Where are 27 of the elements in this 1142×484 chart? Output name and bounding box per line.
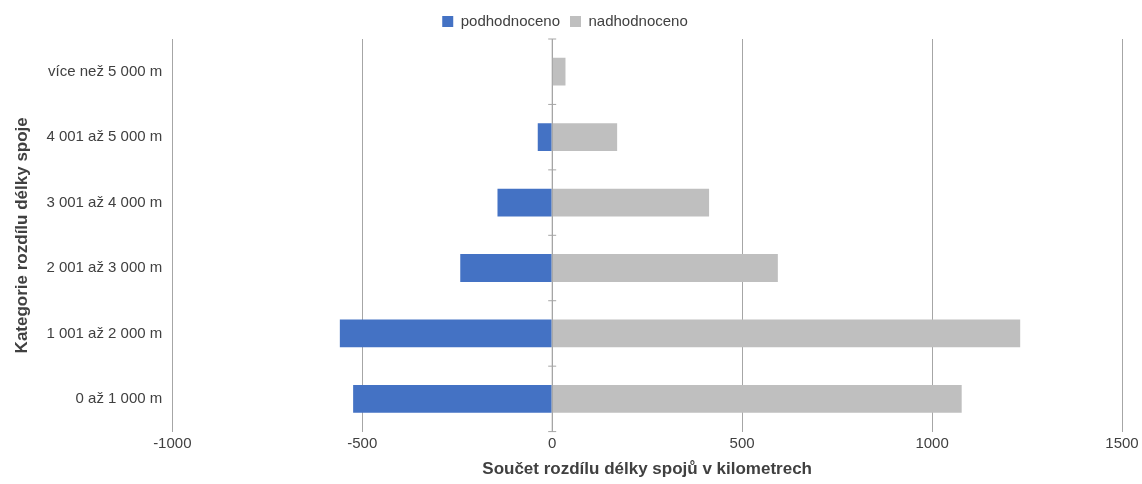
bar (552, 188, 710, 217)
x-tick-label: 500 (729, 433, 755, 451)
bar (552, 123, 618, 152)
y-tick-label: více než 5 000 m (48, 61, 163, 79)
bar (339, 319, 552, 348)
bar (552, 384, 962, 413)
y-tick-label: 4 001 až 5 000 m (46, 127, 163, 145)
x-tick-label: -500 (347, 433, 378, 451)
bar (552, 254, 778, 282)
x-tick-label: 1000 (915, 433, 949, 451)
y-tick-label: 1 001 až 2 000 m (46, 323, 163, 341)
x-axis-title: Součet rozdílu délky spojů v kilometrech (482, 459, 813, 479)
bar (552, 319, 1021, 348)
y-tick-label: 0 až 1 000 m (75, 389, 163, 407)
x-tick-label: 0 (548, 433, 557, 451)
bar (552, 57, 566, 86)
y-tick-label: 3 001 až 4 000 m (46, 192, 163, 210)
legend-label: podhodnoceno (460, 11, 560, 29)
x-tick-label: 1500 (1105, 433, 1139, 451)
bar (537, 123, 552, 152)
y-tick-label: 2 001 až 3 000 m (46, 258, 163, 276)
bar (353, 384, 552, 413)
x-tick-label: -1000 (153, 433, 192, 451)
bar (460, 254, 552, 282)
y-axis-title: Kategorie rozdílu délky spoje (11, 117, 31, 354)
bar (497, 188, 552, 217)
legend-label: nadhodnoceno (588, 11, 688, 29)
